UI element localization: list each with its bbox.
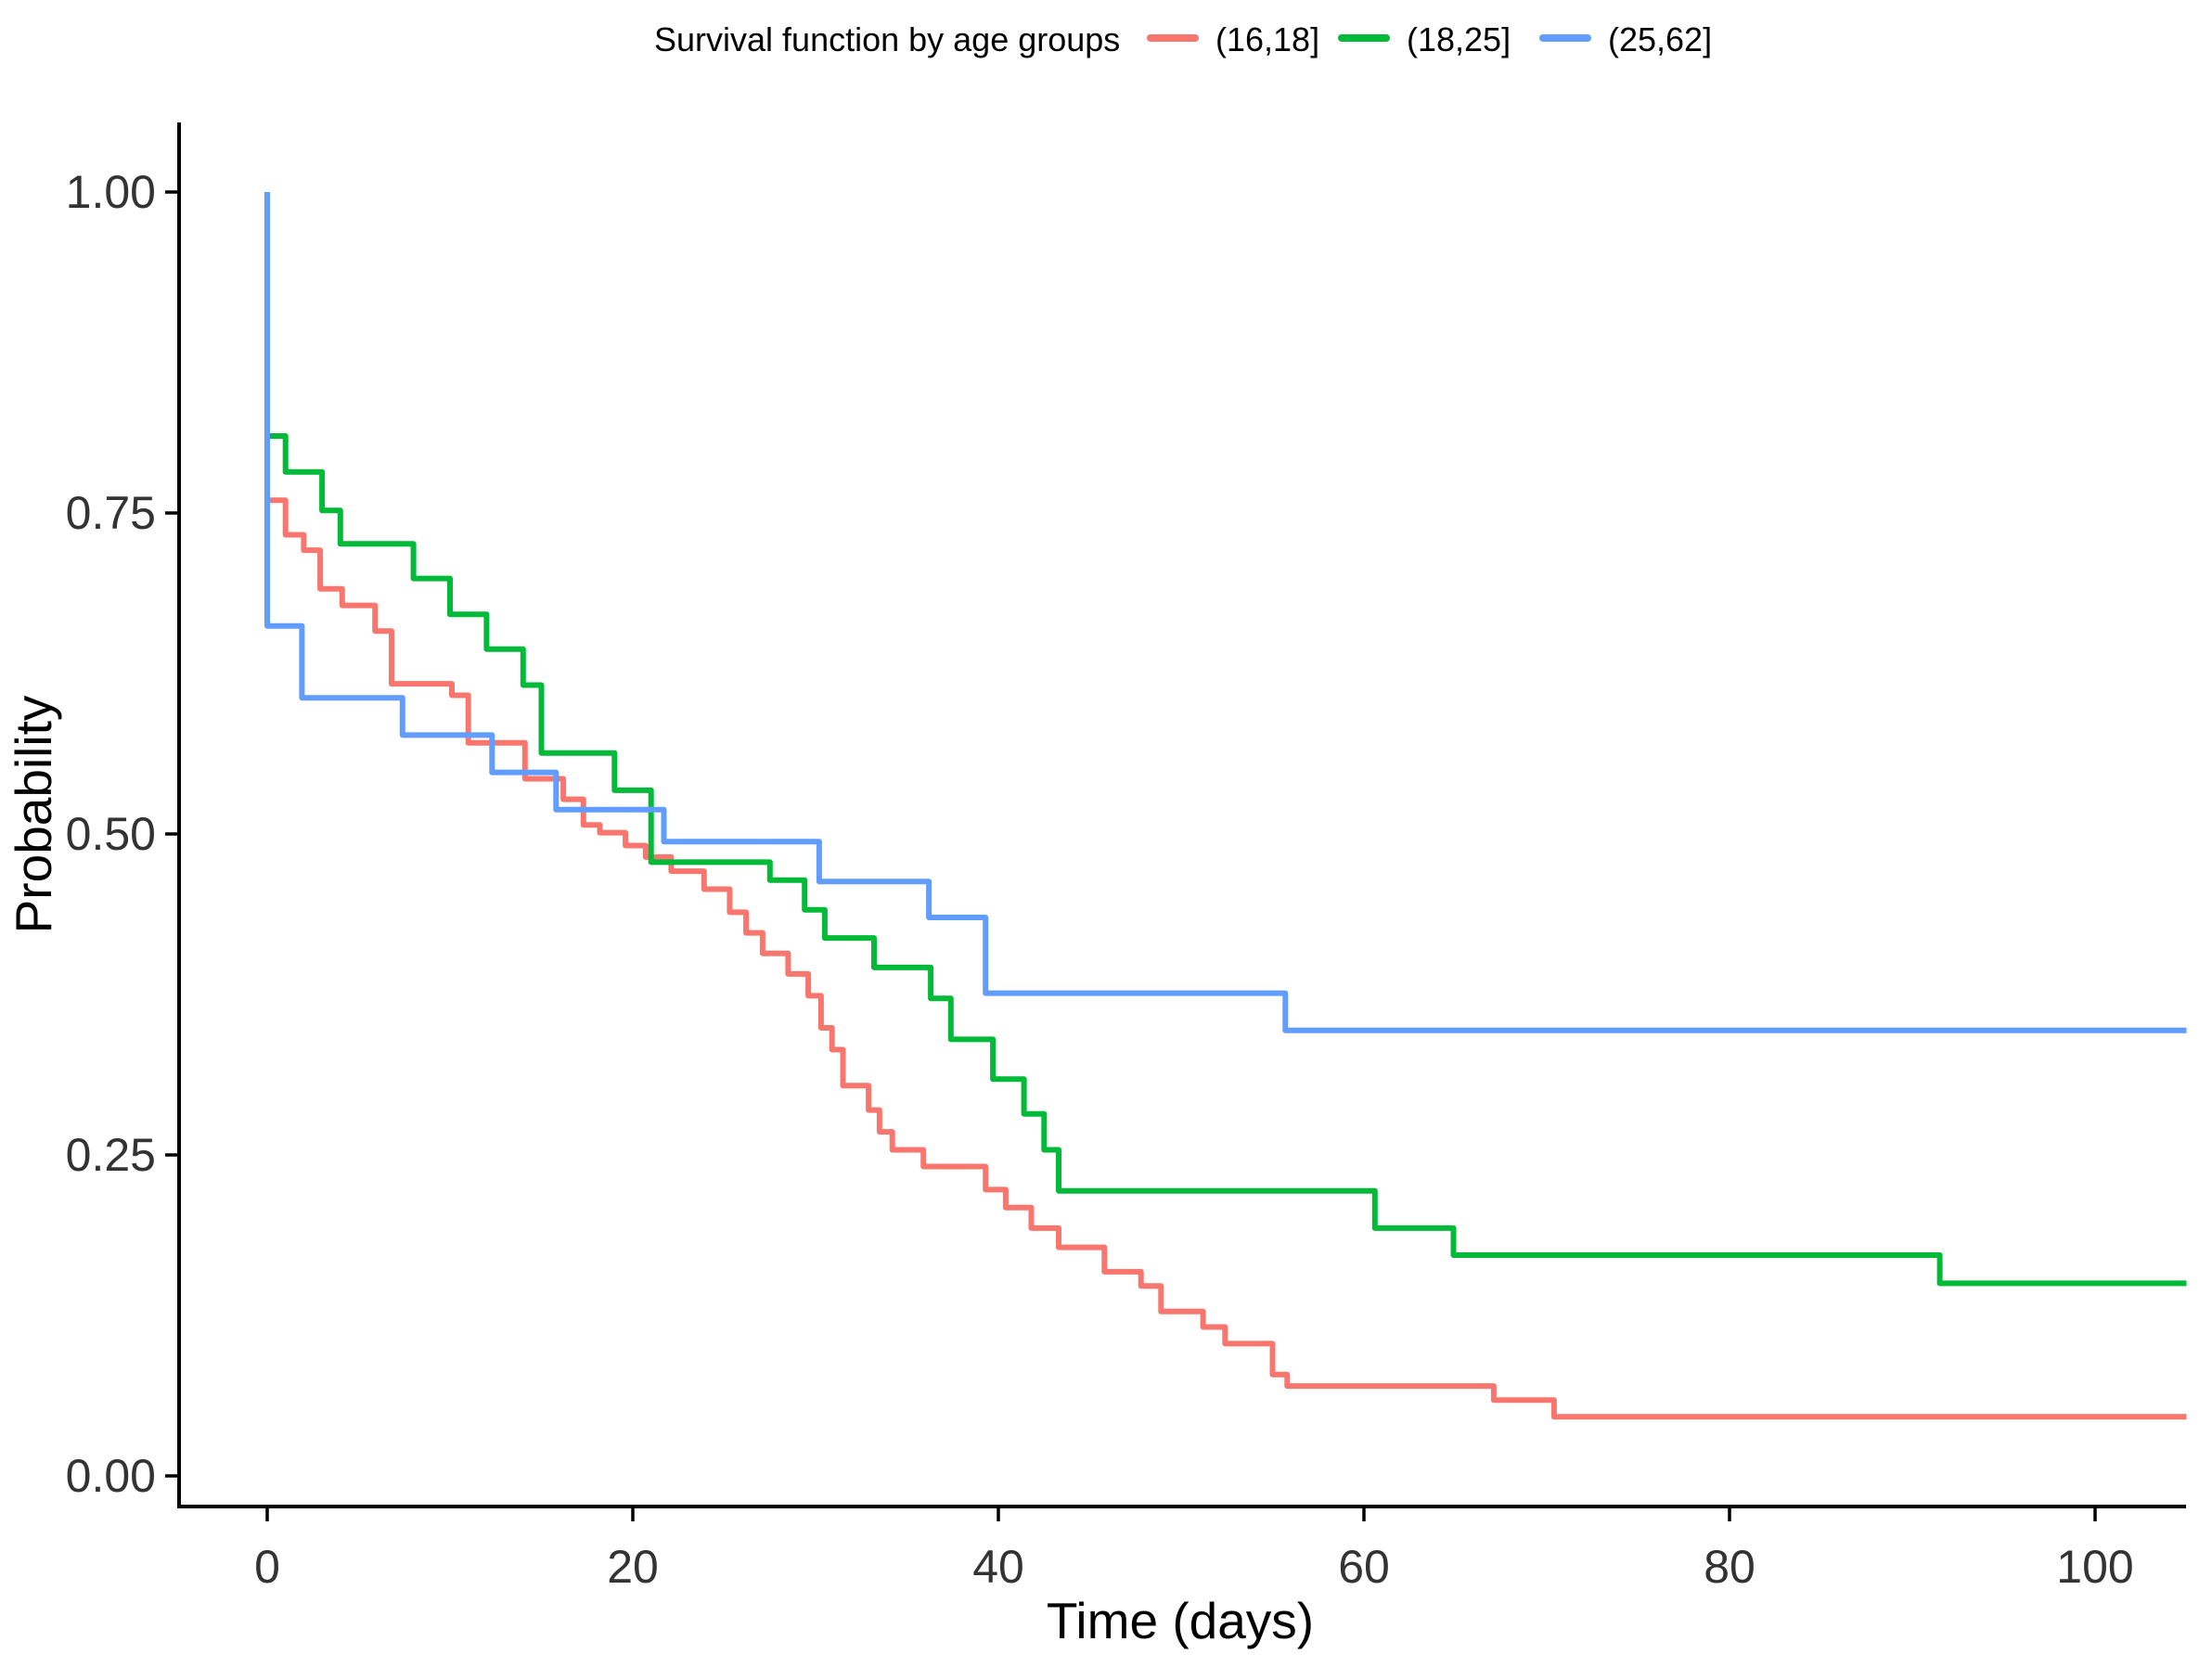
x-tick-label: 20 bbox=[607, 1541, 659, 1593]
series-line-0 bbox=[267, 497, 2187, 1420]
legend: Survival function by age groups (16,18] (1… bbox=[654, 20, 1712, 58]
legend-item-label-1: (18,25] bbox=[1407, 20, 1511, 58]
y-tick-label: 1.00 bbox=[66, 166, 156, 218]
y-tick-label: 0.50 bbox=[66, 808, 156, 860]
x-axis: 0 20 40 60 80 100 Time (days) bbox=[179, 1505, 2186, 1649]
x-tick-label: 80 bbox=[1704, 1541, 1755, 1593]
y-axis-title: Probability bbox=[5, 695, 62, 933]
series-lines bbox=[264, 192, 2187, 1420]
y-tick-label: 0.25 bbox=[66, 1129, 156, 1181]
series-line-1 bbox=[267, 433, 2187, 1287]
y-tick-label: 0.00 bbox=[66, 1450, 156, 1502]
legend-item-0: (16,18] bbox=[1147, 20, 1319, 58]
x-axis-title: Time (days) bbox=[1047, 1592, 1314, 1649]
y-tick-label: 0.75 bbox=[66, 487, 156, 539]
y-axis: 0.00 0.25 0.50 0.75 1.00 Probability bbox=[5, 122, 181, 1508]
legend-title: Survival function by age groups bbox=[654, 20, 1120, 58]
legend-item-1: (18,25] bbox=[1338, 20, 1511, 58]
x-tick-label: 40 bbox=[972, 1541, 1024, 1593]
legend-item-2: (25,62] bbox=[1539, 20, 1712, 58]
x-tick-label: 60 bbox=[1338, 1541, 1390, 1593]
series-line-2 bbox=[264, 192, 2187, 1033]
legend-item-label-0: (16,18] bbox=[1215, 20, 1319, 58]
x-tick-label: 0 bbox=[254, 1541, 280, 1593]
x-tick-label: 100 bbox=[2056, 1541, 2133, 1593]
legend-item-label-2: (25,62] bbox=[1608, 20, 1712, 58]
